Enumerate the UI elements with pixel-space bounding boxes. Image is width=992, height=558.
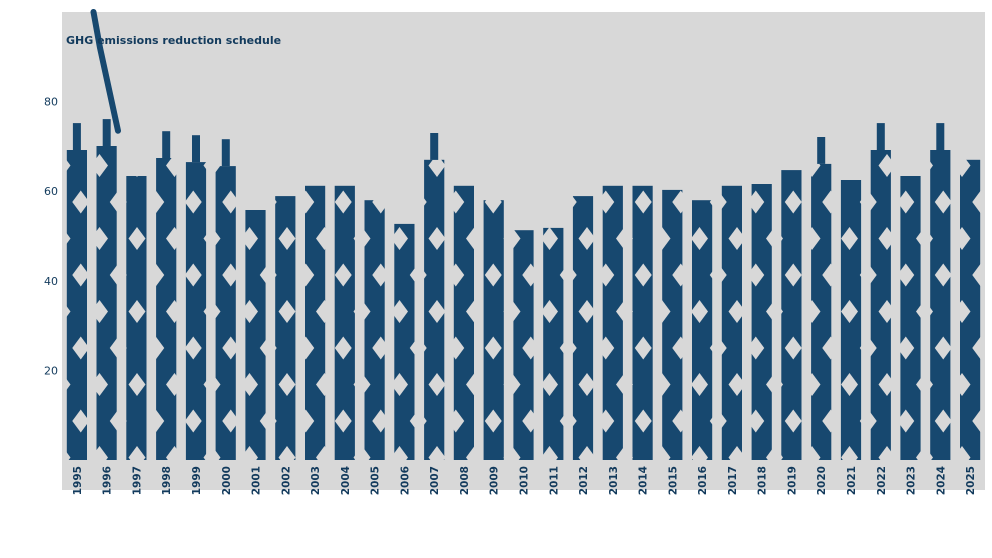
x-tick-label: 2017 <box>727 466 739 495</box>
bar <box>394 223 415 460</box>
bar <box>543 227 564 460</box>
x-tick-label: 2004 <box>340 466 352 495</box>
bar <box>334 185 355 461</box>
bar <box>870 150 891 460</box>
bar <box>215 166 236 460</box>
bar <box>424 159 445 461</box>
bar <box>840 180 862 460</box>
bar <box>305 185 326 461</box>
x-tick-label: 2019 <box>787 466 799 495</box>
x-tick-label: 2000 <box>221 466 233 495</box>
bar <box>572 196 594 460</box>
bar <box>811 163 832 460</box>
bar <box>156 158 177 460</box>
bar <box>662 189 683 460</box>
bar <box>781 170 802 460</box>
error-whisker <box>221 139 230 167</box>
x-tick-label: 1996 <box>102 466 114 495</box>
x-tick-label: 1999 <box>191 466 203 495</box>
bar <box>96 146 117 460</box>
error-whisker <box>102 119 111 146</box>
bar <box>126 176 147 460</box>
x-tick-label: 2018 <box>757 466 769 495</box>
bar-series <box>66 119 981 461</box>
x-tick-label: 2015 <box>667 466 679 495</box>
x-tick-label: 2025 <box>965 466 977 495</box>
x-tick-label: 2007 <box>429 466 441 495</box>
bar <box>632 185 653 461</box>
bar <box>275 196 296 460</box>
error-whisker <box>430 133 439 160</box>
chart-title: GHG emissions reduction schedule <box>66 34 281 47</box>
bar <box>692 200 713 460</box>
bar <box>960 159 981 461</box>
y-tick-label: 40 <box>44 275 58 288</box>
error-whisker <box>72 123 81 150</box>
x-tick-label: 1997 <box>131 466 143 495</box>
x-tick-label: 2006 <box>399 466 411 495</box>
x-tick-label: 2008 <box>459 466 471 495</box>
x-tick-label: 2010 <box>519 466 531 495</box>
bar <box>721 185 742 461</box>
error-whisker <box>192 135 200 163</box>
x-tick-label: 2021 <box>846 466 858 495</box>
x-tick-label: 2013 <box>608 466 620 495</box>
x-tick-label: 2016 <box>697 466 709 495</box>
bar <box>900 176 921 460</box>
y-tick-label: 80 <box>44 96 58 109</box>
error-whisker <box>162 131 171 159</box>
bar <box>453 185 474 461</box>
error-whisker <box>876 123 885 150</box>
error-whisker <box>936 123 945 150</box>
bar <box>364 200 385 460</box>
y-tick-label: 60 <box>44 185 58 198</box>
x-tick-label: 2024 <box>935 466 947 495</box>
x-tick-label: 2001 <box>251 466 263 495</box>
x-tick-label: 2002 <box>280 466 292 495</box>
x-tick-label: 2003 <box>310 466 322 495</box>
bar <box>245 210 266 460</box>
x-tick-label: 2022 <box>876 466 888 495</box>
x-tick-label: 1998 <box>161 466 173 495</box>
bar <box>66 150 87 460</box>
y-tick-label: 20 <box>44 364 58 377</box>
x-tick-label: 2014 <box>638 466 650 495</box>
x-tick-label: 2020 <box>816 466 828 495</box>
bar <box>602 185 623 461</box>
x-tick-label: 2012 <box>578 466 590 495</box>
x-tick-label: 1995 <box>72 466 84 495</box>
x-tick-label: 2023 <box>906 466 918 495</box>
bar <box>185 162 207 460</box>
bar <box>751 184 772 460</box>
y-axis: 20 40 60 80 <box>44 96 58 378</box>
x-tick-label: 2011 <box>548 466 560 495</box>
bar <box>483 200 504 460</box>
x-tick-label: 2005 <box>370 466 382 495</box>
error-whisker <box>817 137 826 164</box>
bar <box>930 150 951 460</box>
x-tick-label: 2009 <box>489 466 501 495</box>
bar <box>513 230 534 460</box>
x-axis: 1995 1996 1997 1998 1999 2000 2001 2002 2003 2004… <box>72 466 977 495</box>
lead-line <box>90 9 121 134</box>
